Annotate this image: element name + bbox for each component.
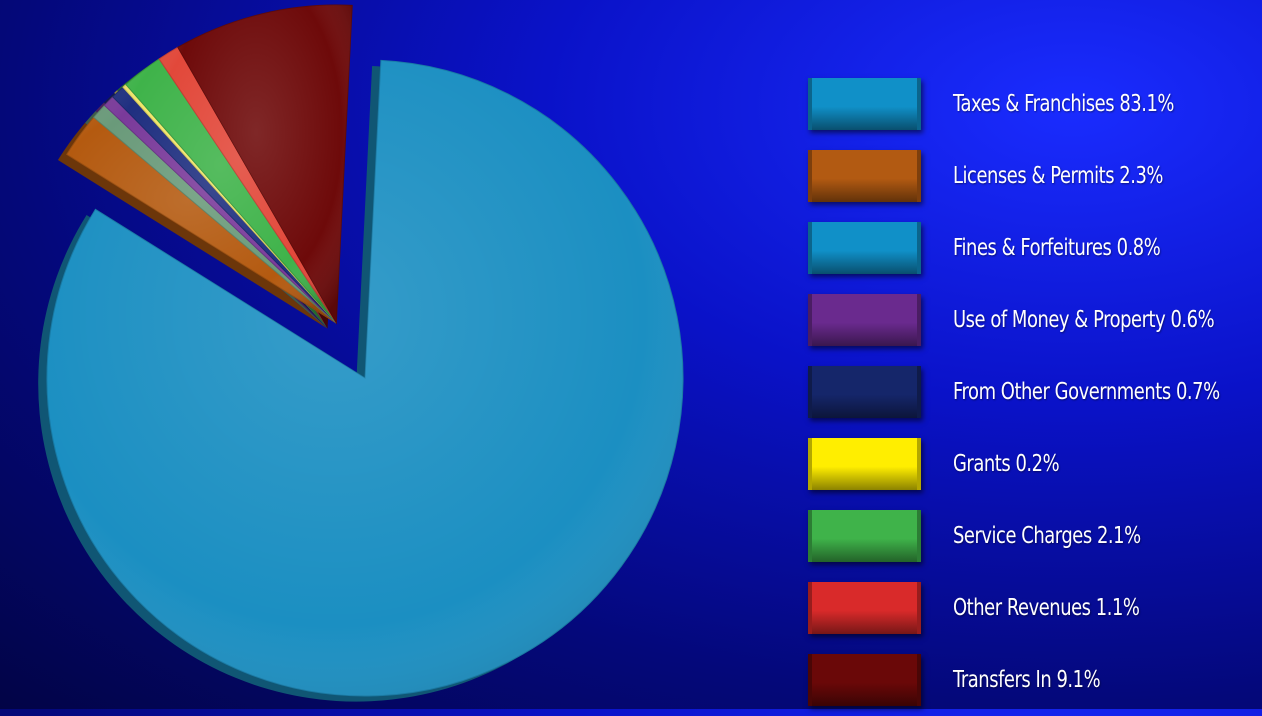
- legend-item-licenses-permits: Licenses & Permits 2.3%: [808, 140, 1248, 212]
- legend-item-grants: Grants 0.2%: [808, 428, 1248, 500]
- legend-item-use-of-money-property: Use of Money & Property 0.6%: [808, 284, 1248, 356]
- legend-swatch-use-of-money-property: [808, 294, 921, 346]
- chart-legend: Taxes & Franchises 83.1% Licenses & Permi…: [808, 68, 1248, 716]
- pie-slice-shine: [46, 60, 683, 697]
- legend-label-from-other-governments: From Other Governments 0.7%: [953, 379, 1220, 405]
- pie-slice-shine: [66, 117, 337, 324]
- legend-item-transfers-in: Transfers In 9.1%: [808, 644, 1248, 716]
- pie-chart: [38, 4, 684, 702]
- legend-swatch-licenses-permits: [808, 150, 921, 202]
- legend-swatch-other-revenues: [808, 582, 921, 634]
- pie-slice-shine: [112, 87, 337, 324]
- pie-slice-shine: [125, 58, 337, 324]
- legend-label-other-revenues: Other Revenues 1.1%: [953, 595, 1140, 621]
- legend-swatch-service-charges: [808, 510, 921, 562]
- pie-slice-shine: [93, 105, 337, 324]
- legend-swatch-transfers-in: [808, 654, 921, 706]
- legend-swatch-taxes-franchises: [808, 78, 921, 130]
- pie-slice-shine: [177, 5, 353, 324]
- legend-item-from-other-governments: From Other Governments 0.7%: [808, 356, 1248, 428]
- pie-slice-shine: [159, 47, 337, 324]
- legend-label-use-of-money-property: Use of Money & Property 0.6%: [953, 307, 1215, 333]
- legend-label-taxes-franchises: Taxes & Franchises 83.1%: [953, 91, 1174, 117]
- pie-slice-shine: [104, 96, 337, 324]
- legend-label-fines-forfeitures: Fines & Forfeitures 0.8%: [953, 235, 1161, 261]
- legend-label-transfers-in: Transfers In 9.1%: [953, 667, 1101, 693]
- legend-item-other-revenues: Other Revenues 1.1%: [808, 572, 1248, 644]
- legend-item-service-charges: Service Charges 2.1%: [808, 500, 1248, 572]
- legend-item-fines-forfeitures: Fines & Forfeitures 0.8%: [808, 212, 1248, 284]
- pie-slice-shine: [122, 84, 337, 324]
- legend-label-grants: Grants 0.2%: [953, 451, 1060, 477]
- legend-swatch-fines-forfeitures: [808, 222, 921, 274]
- legend-swatch-from-other-governments: [808, 366, 921, 418]
- pie-slices: [38, 4, 684, 702]
- legend-label-service-charges: Service Charges 2.1%: [953, 523, 1141, 549]
- legend-label-licenses-permits: Licenses & Permits 2.3%: [953, 163, 1164, 189]
- legend-item-taxes-franchises: Taxes & Franchises 83.1%: [808, 68, 1248, 140]
- legend-swatch-grants: [808, 438, 921, 490]
